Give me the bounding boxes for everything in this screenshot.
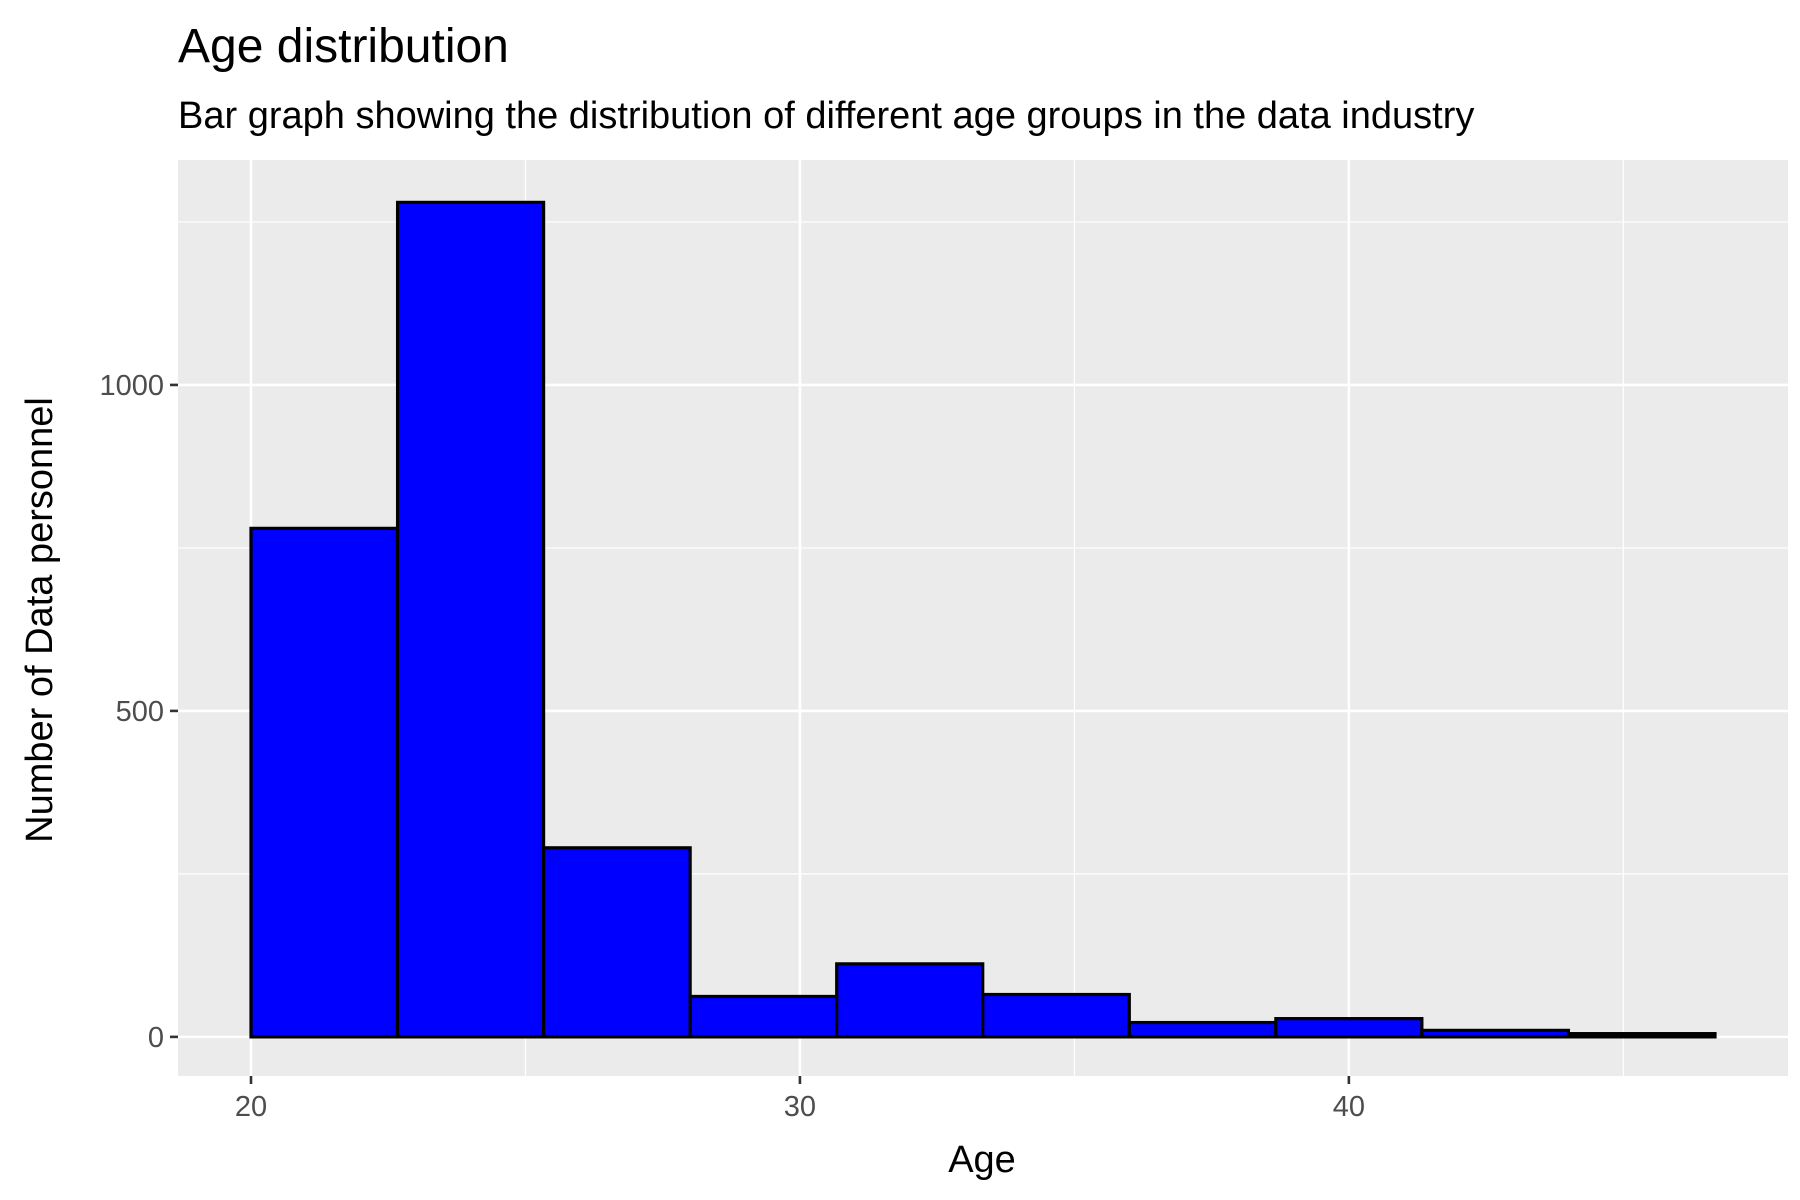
x-tick-label: 40	[1333, 1091, 1365, 1123]
histogram-bar	[1274, 1017, 1424, 1039]
x-tick-label: 30	[784, 1091, 816, 1123]
y-tick-label: 500	[116, 696, 164, 728]
x-axis: 20 30 40	[235, 1076, 1365, 1123]
histogram-bar	[1566, 1032, 1717, 1039]
histogram-bar	[688, 994, 839, 1039]
chart-title: Age distribution	[178, 20, 509, 73]
x-tick-label: 20	[235, 1091, 267, 1123]
x-axis-title: Age	[948, 1139, 1016, 1181]
histogram-bar	[1127, 1020, 1278, 1039]
y-tick-label: 1000	[99, 370, 164, 402]
y-tick-label: 0	[148, 1022, 164, 1054]
y-axis: 0 500 1000	[99, 370, 178, 1054]
histogram-bar	[249, 526, 400, 1039]
histogram-bars	[249, 200, 1717, 1039]
chart-subtitle: Bar graph showing the distribution of di…	[178, 95, 1474, 137]
histogram-bar	[981, 992, 1131, 1039]
histogram-bar	[835, 962, 985, 1039]
histogram-bar	[395, 200, 546, 1039]
histogram-bar	[541, 846, 692, 1039]
histogram-bar	[1420, 1028, 1571, 1039]
y-axis-title: Number of Data personnel	[19, 397, 61, 843]
